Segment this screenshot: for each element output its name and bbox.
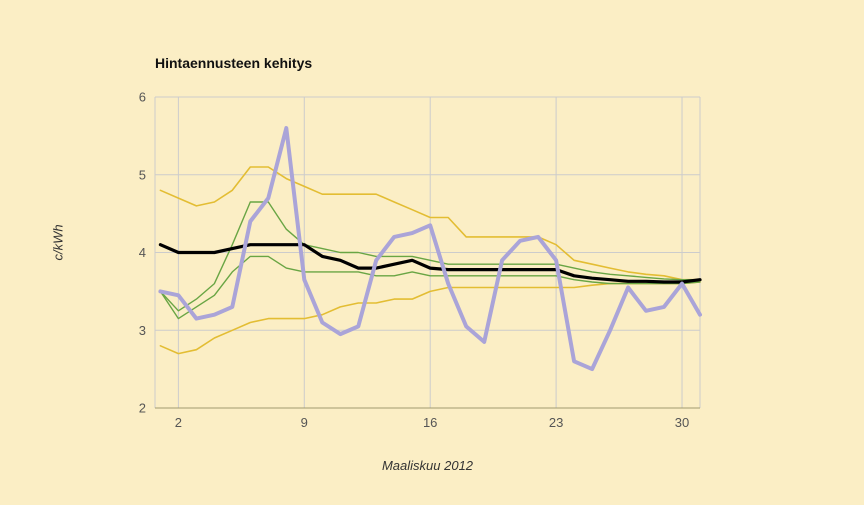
series-outer-band-upper	[159, 166, 701, 281]
y-tick-label: 4	[139, 245, 146, 260]
x-tick-label: 2	[175, 415, 182, 430]
chart-title: Hintaennusteen kehitys	[155, 55, 313, 71]
x-tick-label: 23	[549, 415, 563, 430]
series-inner-band-upper	[159, 201, 701, 312]
x-tick-label: 30	[675, 415, 689, 430]
y-tick-label: 6	[139, 90, 146, 105]
y-tick-label: 5	[139, 167, 146, 182]
series-actual-price	[158, 126, 702, 372]
x-axis-label: Maaliskuu 2012	[381, 458, 474, 473]
series-inner-band-lower	[159, 255, 701, 320]
y-tick-label: 3	[139, 323, 146, 338]
x-tick-label: 16	[423, 415, 437, 430]
series-forecast-median	[158, 243, 702, 284]
x-tick-label: 9	[301, 415, 308, 430]
y-tick-label: 2	[139, 401, 146, 416]
